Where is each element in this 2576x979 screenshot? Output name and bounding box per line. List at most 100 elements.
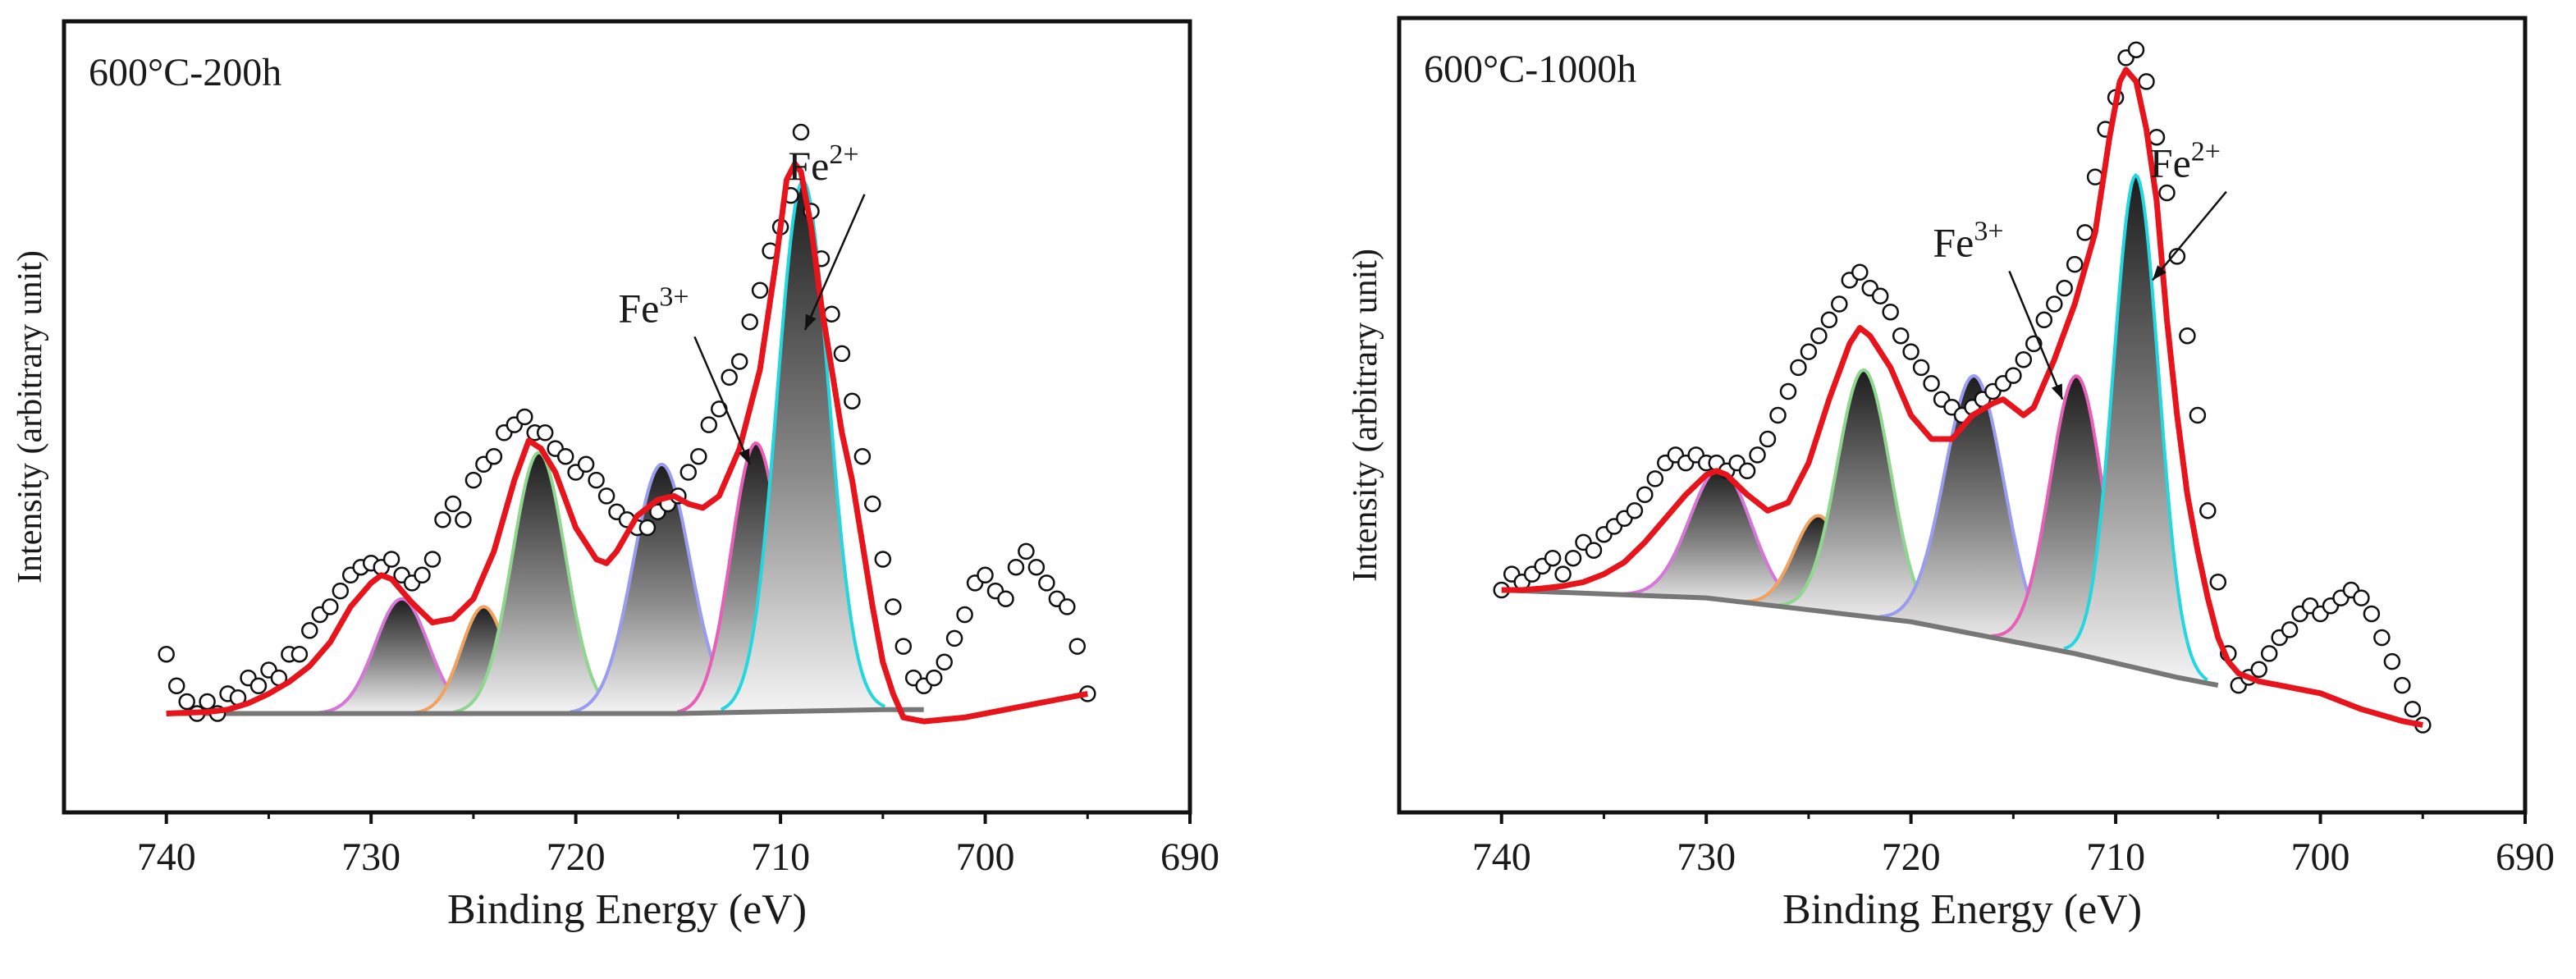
data-point-78 [2281, 621, 2299, 638]
peak-fill-4 [1879, 376, 2070, 653]
background-baseline [166, 707, 924, 716]
data-point-85 [1018, 542, 1035, 560]
data-point-78 [945, 629, 963, 647]
data-point-58 [2076, 224, 2093, 241]
data-point-28 [434, 511, 451, 528]
data-point-10 [1585, 542, 1603, 559]
peak-component-6 [2063, 172, 2208, 682]
data-point-76 [925, 669, 943, 687]
data-point-29 [1779, 382, 1797, 400]
x-tick-label-690: 690 [1160, 835, 1219, 879]
peak-component-3 [453, 451, 625, 714]
data-point-14 [291, 645, 309, 663]
data-point-18 [332, 582, 350, 600]
annotation-arrow-2 [803, 194, 866, 331]
plot-frame [62, 19, 1192, 815]
data-point-26 [414, 566, 431, 584]
data-point-55 [2046, 295, 2063, 313]
annotation-arrow-1 [693, 336, 751, 465]
annotation-arrow-1 [2008, 270, 2064, 400]
data-point-77 [936, 653, 953, 671]
data-point-67 [833, 345, 851, 363]
data-point-63 [792, 123, 810, 141]
data-point-40 [1892, 327, 1910, 345]
data-point-52 [679, 464, 698, 481]
annotation-superscript: 3+ [1974, 216, 2003, 246]
annotation-arrowhead-1 [739, 448, 750, 464]
data-point-51 [2005, 367, 2022, 384]
data-point-8 [1564, 549, 1582, 567]
data-point-87 [2373, 629, 2391, 647]
x-tick-label-730: 730 [1677, 835, 1736, 879]
data-point-71 [2209, 574, 2227, 591]
background-baseline [1501, 588, 2219, 689]
data-point-64 [2138, 73, 2155, 90]
x-axis-title: Binding Energy (eV) [1782, 886, 2142, 933]
data-point-36 [1851, 263, 1869, 281]
annotation-superscript: 2+ [829, 140, 858, 170]
data-point-39 [1882, 303, 1899, 321]
x-tick-label-700: 700 [2291, 835, 2350, 879]
data-point-70 [2199, 501, 2217, 519]
data-point-32 [1810, 327, 1828, 345]
data-point-33 [1820, 311, 1838, 329]
data-point-43 [1923, 375, 1940, 392]
data-point-53 [690, 447, 707, 465]
data-point-57 [730, 353, 748, 370]
annotation-label-fe2plus: Fe2+ [2150, 137, 2221, 186]
data-point-15 [301, 622, 318, 639]
data-point-1 [158, 645, 175, 663]
data-point-89 [2394, 676, 2411, 694]
data-point-34 [1831, 295, 1848, 313]
data-point-43 [588, 471, 605, 489]
data-point-72 [885, 598, 902, 615]
data-point-87 [1038, 574, 1055, 592]
data-point-42 [577, 455, 595, 473]
data-point-30 [455, 511, 472, 528]
annotation-arrowhead-1 [2051, 383, 2063, 400]
data-point-17 [322, 598, 339, 615]
data-point-76 [2260, 645, 2278, 662]
annotation-superscript: 3+ [659, 281, 689, 312]
data-point-85 [2353, 589, 2370, 606]
data-point-56 [2056, 279, 2073, 297]
peak-fill-3 [1778, 370, 1949, 629]
x-tick-label-710: 710 [2086, 835, 2145, 879]
data-point-73 [895, 638, 913, 655]
data-point-84 [1007, 558, 1025, 576]
annotation-base: Fe [788, 143, 829, 189]
x-tick-label-720: 720 [547, 835, 606, 879]
data-point-27 [423, 551, 442, 568]
data-point-79 [956, 606, 973, 624]
peak-fill-4 [570, 464, 754, 714]
data-point-44 [597, 487, 615, 505]
data-point-68 [2179, 327, 2196, 345]
data-point-16 [1646, 470, 1664, 487]
data-point-90 [1068, 638, 1087, 655]
data-point-36 [516, 408, 533, 426]
data-point-63 [2127, 41, 2145, 58]
x-tick-label-740: 740 [137, 835, 196, 879]
data-point-66 [2158, 184, 2176, 202]
data-point-30 [1790, 359, 1807, 377]
data-point-83 [997, 590, 1014, 607]
data-point-41 [1902, 343, 1919, 360]
data-point-15 [1636, 486, 1654, 504]
data-point-25 [1738, 462, 1756, 480]
data-point-23 [382, 551, 400, 568]
data-point-86 [1027, 558, 1045, 576]
fit-envelope [1501, 66, 2423, 728]
data-point-69 [853, 447, 872, 465]
data-point-90 [2404, 700, 2422, 718]
data-point-54 [2035, 311, 2053, 329]
panel-600c-200h: 740 730 720 710 700 690 Binding Energy (eV) Int… [11, 19, 1219, 933]
data-point-38 [536, 424, 554, 441]
data-point-33 [485, 447, 503, 465]
annotation-label-fe2plus: Fe2+ [788, 140, 858, 189]
data-point-10 [249, 677, 268, 695]
data-point-88 [2383, 652, 2401, 670]
data-point-68 [844, 392, 861, 409]
data-point-54 [700, 416, 718, 433]
data-point-40 [556, 447, 574, 465]
